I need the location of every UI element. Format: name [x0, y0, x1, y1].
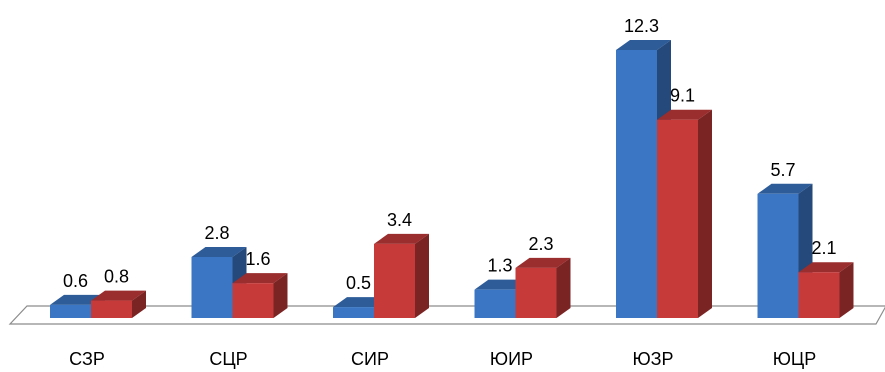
- bar-front: [191, 256, 233, 318]
- bar-top: [232, 273, 288, 284]
- bar-top: [657, 109, 712, 120]
- category-label: СЦР: [209, 349, 247, 369]
- data-label: 9.1: [670, 86, 695, 106]
- bar: [91, 290, 146, 318]
- bar-top: [757, 183, 813, 194]
- bar-front: [798, 272, 840, 318]
- bar: [232, 273, 288, 318]
- data-label: 0.6: [63, 271, 88, 291]
- bar-front: [616, 50, 657, 318]
- data-label: 2.3: [528, 234, 553, 254]
- data-label: 3.4: [387, 210, 412, 230]
- bar-top: [616, 40, 671, 50]
- data-labels: 0.6 0.8 2.8 1.6 0.5 3.4 1.3 2.3 12.3 9.1 5.7 2.1: [63, 16, 837, 293]
- bar: [191, 246, 247, 318]
- bar: [515, 257, 571, 318]
- bars: [50, 40, 854, 319]
- bar: [798, 262, 854, 318]
- bar-front: [232, 283, 274, 318]
- bar-front: [333, 307, 374, 318]
- bar-top: [374, 233, 429, 244]
- category-label: ЮЦР: [773, 349, 817, 369]
- data-label: 2.8: [204, 223, 229, 243]
- bar-front: [515, 267, 557, 318]
- category-labels: СЗР СЦР СИР ЮИР ЮЗР ЮЦР: [69, 349, 816, 369]
- bar: [657, 109, 712, 319]
- bar-side: [698, 109, 712, 319]
- bar-front: [474, 289, 516, 318]
- bar-top: [191, 246, 247, 257]
- bar-top: [91, 290, 146, 301]
- data-label: 0.8: [104, 267, 129, 287]
- category-label: ЮЗР: [632, 349, 673, 369]
- bar-side: [273, 273, 288, 318]
- data-label: 5.7: [770, 160, 795, 180]
- bar-side: [415, 233, 429, 318]
- bar-front: [91, 300, 132, 318]
- bar-front: [50, 304, 91, 318]
- bar-side: [839, 262, 854, 318]
- bar-top: [798, 262, 854, 273]
- data-label: 1.6: [245, 249, 270, 269]
- bar-front: [657, 119, 698, 319]
- bar: [374, 233, 429, 318]
- bar-top: [515, 257, 571, 268]
- bar-front: [374, 243, 415, 318]
- category-label: ЮИР: [490, 349, 533, 369]
- bar-side: [556, 257, 571, 318]
- bar-side: [132, 290, 146, 318]
- category-label: СЗР: [69, 349, 105, 369]
- data-label: 12.3: [624, 16, 659, 36]
- data-label: 1.3: [487, 256, 512, 276]
- category-label: СИР: [351, 349, 389, 369]
- data-label: 0.5: [346, 273, 371, 293]
- data-label: 2.1: [811, 238, 836, 258]
- bar-front: [757, 193, 799, 318]
